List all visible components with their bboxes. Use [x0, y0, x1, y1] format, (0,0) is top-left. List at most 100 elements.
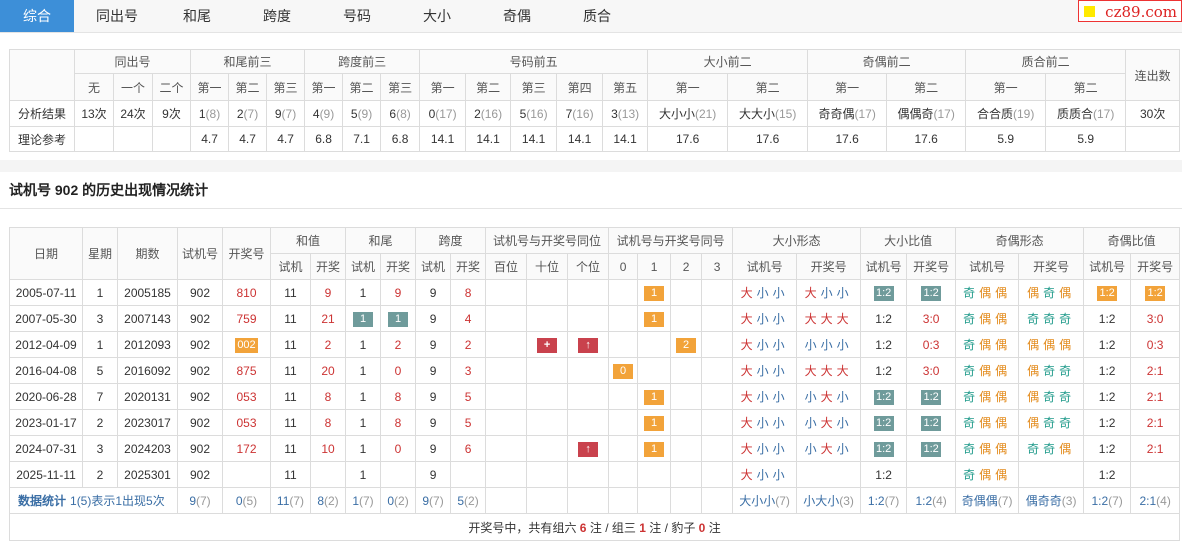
table-cell: [701, 409, 734, 436]
cell-count: (3): [839, 494, 854, 508]
table-cell: 0:3: [1130, 331, 1181, 358]
tab[interactable]: 奇偶: [503, 8, 531, 24]
table-cell: [637, 487, 672, 514]
cell-value: 1:2: [1098, 337, 1116, 352]
table-cell: 902: [177, 357, 223, 384]
tab[interactable]: 综合: [0, 0, 74, 32]
table-cell: 0(2): [380, 487, 417, 514]
column-header: 第三: [266, 73, 306, 101]
table-cell: 759: [222, 305, 271, 332]
table-cell: 奇偶偶: [955, 461, 1020, 488]
tab[interactable]: 同出号: [96, 8, 138, 24]
cell-value: 6: [464, 441, 472, 456]
cell-value: 1:2: [1091, 493, 1109, 508]
cell-value: 大小小: [740, 390, 789, 404]
table-cell: [485, 383, 528, 410]
cell-value: 902: [189, 389, 211, 404]
table-cell: 11: [270, 279, 311, 306]
cell-value: 1: [352, 493, 360, 508]
footer-row: 开奖号中，共有组六 6 注 / 组三 1 注 / 豹子 0 注: [8, 513, 1181, 541]
column-header: 十位: [526, 253, 569, 280]
badge: 1:2: [921, 389, 942, 405]
table-cell: 1: [345, 331, 382, 358]
cell-value: 4: [464, 311, 472, 326]
cell-value: 11: [284, 337, 297, 352]
column-header: 开奖: [380, 253, 417, 280]
footer-unit: 注: [708, 520, 721, 535]
cell-value: 2012093: [124, 337, 171, 352]
cell-value: 8: [394, 415, 402, 430]
table-cell: 2: [309, 331, 347, 358]
table-cell: 9: [415, 409, 452, 436]
table-cell: [526, 435, 569, 462]
table-cell: 1:2: [860, 305, 908, 332]
tab[interactable]: 号码: [343, 8, 371, 24]
column-header: 第二: [465, 73, 512, 101]
cell-value: 大小小: [740, 364, 789, 378]
table-cell: 小小小: [796, 331, 862, 358]
table-cell: [567, 357, 610, 384]
table-cell: 3:0: [1130, 305, 1181, 332]
cell-value: 14.1: [430, 132, 455, 146]
badge: 1:2: [921, 285, 942, 301]
cell-value: 1:2: [875, 467, 892, 482]
badge: 1: [644, 285, 665, 301]
footer-count: 1: [639, 520, 646, 535]
table-cell: [670, 279, 703, 306]
column-header: 第三: [380, 73, 421, 101]
table-cell: 1:2: [906, 409, 957, 436]
tab[interactable]: 和尾: [183, 8, 211, 24]
table-cell: 2: [670, 331, 703, 358]
cell-value: 9: [429, 311, 437, 326]
cell-value: 902: [189, 441, 211, 456]
table-cell: [567, 461, 610, 488]
table-cell: 9: [415, 435, 452, 462]
cell-value: 2023017: [124, 415, 171, 430]
table-cell: 172: [222, 435, 271, 462]
table-cell: [567, 383, 610, 410]
cell-value: 大小小: [740, 312, 789, 326]
tab[interactable]: 质合: [583, 8, 611, 24]
table-cell: [151, 126, 192, 152]
summary-row: 分析结果 13次 24次 9次 1(8) 2(7) 9(7) 4(9) 5(9) 6(8) 0(17…: [9, 100, 1181, 127]
table-cell: 902: [177, 383, 223, 410]
cell-value: 14.1: [521, 132, 546, 146]
table-cell: 14.1: [556, 126, 604, 152]
cell-value: 1:2: [1098, 441, 1116, 456]
table-cell: 奇偶偶: [955, 279, 1020, 306]
table-cell: [608, 279, 639, 306]
table-cell: 8: [450, 279, 487, 306]
cell-value: 902: [189, 285, 211, 300]
cell-value: 902: [189, 337, 211, 352]
corner-cell: [9, 49, 75, 101]
cell-value: 2: [96, 415, 104, 430]
cell-value: 3: [464, 363, 472, 378]
table-cell: 大大大: [796, 305, 862, 332]
table-cell: [796, 461, 862, 488]
cell-value: 14.1: [567, 132, 592, 146]
summary-row: 理论参考 4.7 4.7 4.7 6.8 7.1 6.8 14.1 14.1 14.1 14.1 14…: [9, 126, 1181, 152]
cell-count: (3): [1061, 494, 1077, 508]
cell-value: 1:2: [875, 363, 892, 378]
cell-value: 大小小: [804, 286, 853, 300]
table-cell: 7(16): [556, 100, 604, 127]
badge: 1:2: [1145, 285, 1166, 301]
table-cell: 2012093: [117, 331, 178, 358]
table-cell: [1018, 461, 1085, 488]
table-cell: 奇偶偶: [955, 409, 1020, 436]
group-header: 跨度: [415, 227, 487, 254]
table-cell: 0: [380, 435, 417, 462]
table-cell: [567, 305, 610, 332]
table-cell: 偶奇奇(3): [1018, 487, 1085, 514]
cell-value: 2:1: [1139, 493, 1157, 508]
table-cell: 11: [270, 305, 311, 332]
cell-value: 7: [96, 389, 104, 404]
tab[interactable]: 跨度: [263, 8, 291, 24]
table-cell: 2024-07-31: [9, 435, 83, 462]
tab[interactable]: 大小: [423, 8, 451, 24]
cell-value: 759: [236, 311, 257, 326]
cell-value: 9: [189, 493, 196, 508]
column-header: 第一: [304, 73, 344, 101]
history-row: 2020-06-28 7 2020131 902 053 11 8 1 8 9 5 1 大小小 小大小 1:…: [9, 383, 1181, 410]
table-cell: [526, 383, 569, 410]
